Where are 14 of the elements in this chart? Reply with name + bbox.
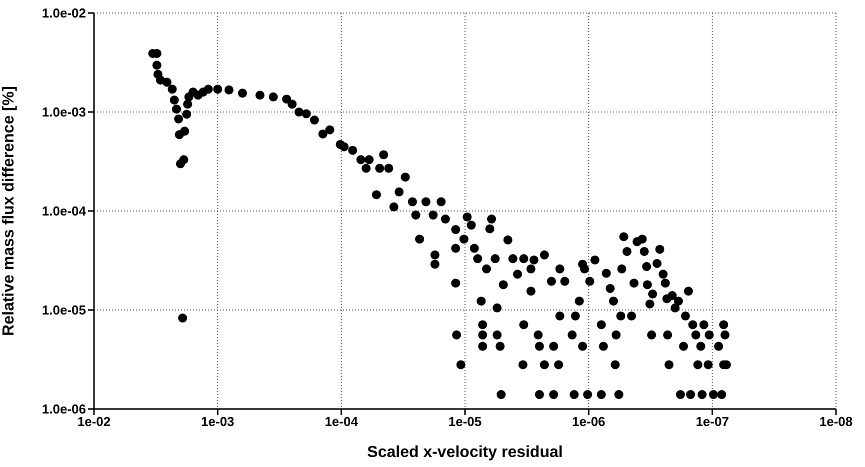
x-tick-label: 1e-04 [324, 414, 359, 430]
y-tick-label: 1.0e-05 [42, 302, 86, 318]
y-tick-label: 1.0e-02 [42, 6, 86, 21]
x-tick-label: 1e-03 [201, 414, 234, 430]
x-tick-label: 1e-08 [819, 414, 853, 430]
x-tick-label: 1e-07 [696, 414, 729, 430]
x-tick-label: 1e-02 [77, 414, 111, 430]
x-axis-title: Scaled x-velocity residual [367, 444, 563, 461]
x-tick-label: 1e-06 [572, 414, 606, 430]
y-tick-label: 1.0e-06 [42, 402, 86, 417]
y-tick-label: 1.0e-04 [42, 204, 87, 219]
x-tick-label: 1e-05 [448, 414, 482, 430]
y-tick-label: 1.0e-03 [42, 104, 86, 120]
y-axis-title: Relative mass flux difference [%] [0, 86, 18, 336]
